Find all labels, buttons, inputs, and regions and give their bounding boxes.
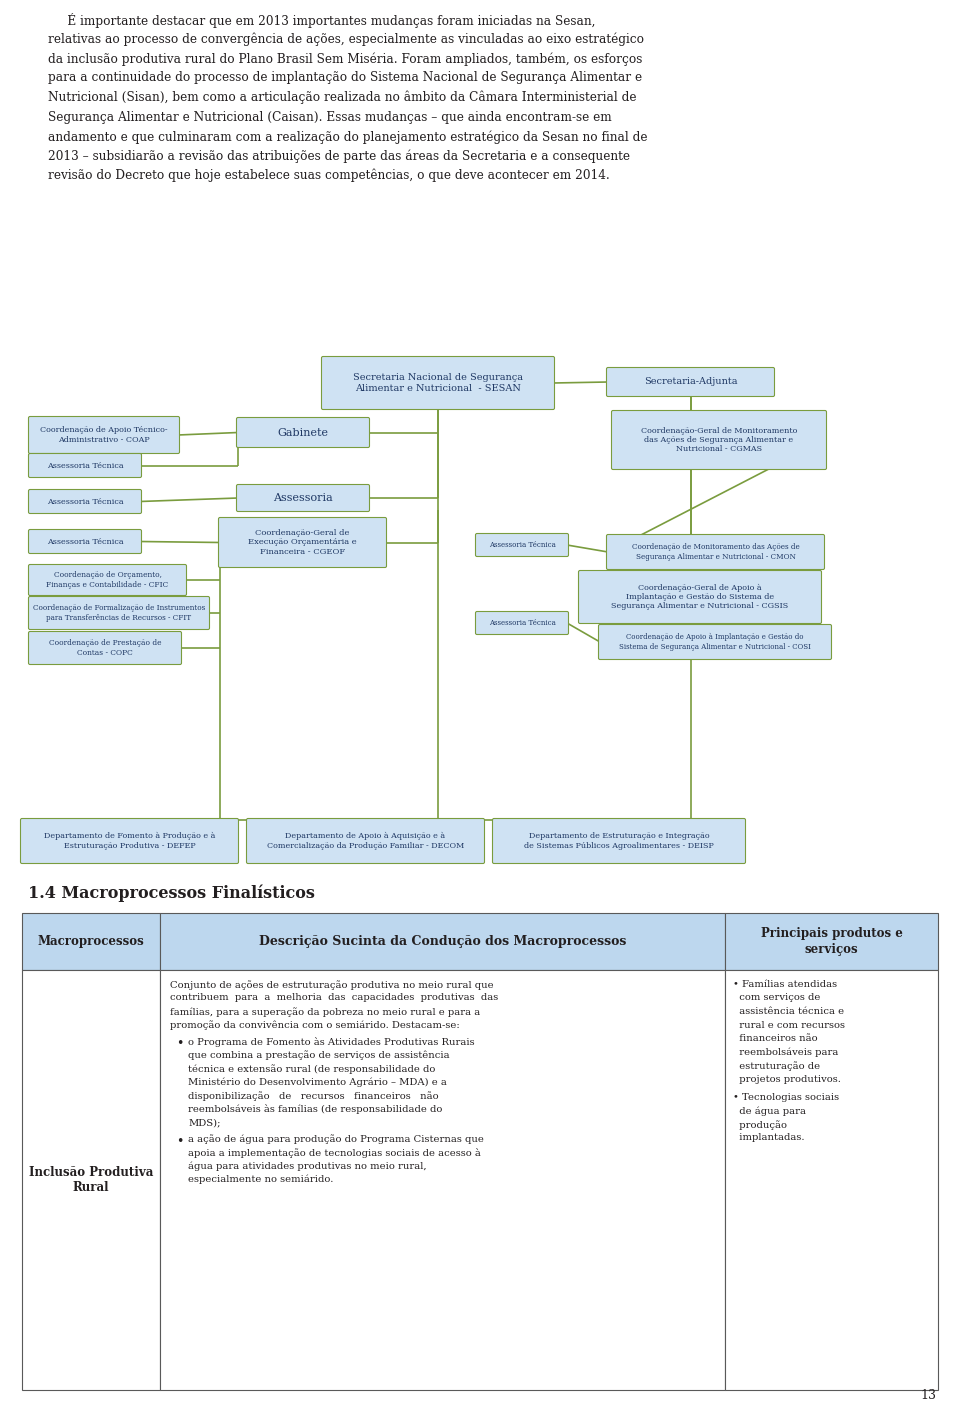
FancyBboxPatch shape (236, 485, 370, 512)
Text: 13: 13 (920, 1390, 936, 1402)
Text: Inclusão Produtiva
Rural: Inclusão Produtiva Rural (29, 1166, 154, 1194)
Text: Principais produtos e
serviços: Principais produtos e serviços (760, 927, 902, 956)
Text: reembolsáveis para: reembolsáveis para (733, 1048, 838, 1056)
Bar (160, 970, 725, 1390)
FancyBboxPatch shape (29, 454, 141, 478)
Text: Secretaria Nacional de Segurança
Alimentar e Nutricional  - SESAN: Secretaria Nacional de Segurança Aliment… (353, 373, 523, 393)
FancyBboxPatch shape (29, 529, 141, 553)
Text: implantadas.: implantadas. (733, 1133, 804, 1143)
Text: para a continuidade do processo de implantação do Sistema Nacional de Segurança : para a continuidade do processo de impla… (48, 71, 642, 85)
Text: da inclusão produtiva rural do Plano Brasil Sem Miséria. Foram ampliados, também: da inclusão produtiva rural do Plano Bra… (48, 52, 642, 65)
Text: Coordenação de Apoio Técnico-
Administrativo - COAP: Coordenação de Apoio Técnico- Administra… (40, 427, 168, 444)
Text: assistência técnica e: assistência técnica e (733, 1007, 844, 1017)
Text: Coordenação de Prestação de
Contas - COPC: Coordenação de Prestação de Contas - COP… (49, 640, 161, 657)
Bar (725, 913, 938, 970)
Text: Segurança Alimentar e Nutricional (Caisan). Essas mudanças – que ainda encontram: Segurança Alimentar e Nutricional (Caisa… (48, 111, 612, 123)
Text: que combina a prestação de serviços de assistência: que combina a prestação de serviços de a… (188, 1051, 449, 1061)
Text: Departamento de Estruturação e Integração
de Sistemas Públicos Agroalimentares -: Departamento de Estruturação e Integraçã… (524, 832, 714, 849)
Text: de água para: de água para (733, 1106, 806, 1116)
Text: 1.4 Macroprocessos Finalísticos: 1.4 Macroprocessos Finalísticos (28, 885, 315, 902)
FancyBboxPatch shape (219, 518, 387, 567)
Text: apoia a implementação de tecnologias sociais de acesso à: apoia a implementação de tecnologias soc… (188, 1149, 481, 1159)
FancyBboxPatch shape (598, 624, 831, 659)
Text: o Programa de Fomento às Atividades Produtivas Rurais: o Programa de Fomento às Atividades Prod… (188, 1037, 474, 1046)
Text: rural e com recursos: rural e com recursos (733, 1021, 845, 1029)
FancyBboxPatch shape (20, 818, 238, 864)
Text: estruturação de: estruturação de (733, 1061, 820, 1071)
Text: Coordenação de Apoio à Implantação e Gestão do
Sistema de Segurança Alimentar e : Coordenação de Apoio à Implantação e Ges… (619, 634, 811, 651)
Bar (725, 970, 938, 1390)
Text: Assessoria: Assessoria (274, 493, 333, 503)
Text: disponibilização   de   recursos   financeiros   não: disponibilização de recursos financeiros… (188, 1090, 439, 1100)
FancyBboxPatch shape (492, 818, 746, 864)
Text: Coordenação-Geral de Monitoramento
das Ações de Segurança Alimentar e
Nutriciona: Coordenação-Geral de Monitoramento das A… (641, 427, 797, 454)
Text: Coordenação de Orçamento,
Finanças e Contabilidade - CFIC: Coordenação de Orçamento, Finanças e Con… (46, 571, 169, 588)
Text: Secretaria-Adjunta: Secretaria-Adjunta (644, 377, 737, 387)
Text: técnica e extensão rural (de responsabilidade do: técnica e extensão rural (de responsabil… (188, 1064, 436, 1073)
Text: Assessoria Técnica: Assessoria Técnica (47, 498, 123, 505)
Text: revisão do Decreto que hoje estabelece suas competências, o que deve acontecer e: revisão do Decreto que hoje estabelece s… (48, 169, 610, 183)
Text: andamento e que culminaram com a realização do planejamento estratégico da Sesan: andamento e que culminaram com a realiza… (48, 130, 647, 143)
FancyBboxPatch shape (29, 564, 186, 596)
Text: Departamento de Apoio à Aquisição e à
Comercialização da Produção Familiar - DEC: Departamento de Apoio à Aquisição e à Co… (267, 832, 464, 849)
Text: Assessoria Técnica: Assessoria Técnica (47, 537, 123, 546)
Text: especialmente no semiárido.: especialmente no semiárido. (188, 1176, 333, 1184)
FancyBboxPatch shape (247, 818, 485, 864)
FancyBboxPatch shape (29, 417, 180, 454)
Text: com serviços de: com serviços de (733, 994, 821, 1003)
Text: •: • (176, 1134, 183, 1147)
Text: Gabinete: Gabinete (277, 427, 328, 438)
Text: famílias, para a superação da pobreza no meio rural e para a: famílias, para a superação da pobreza no… (170, 1007, 480, 1017)
Bar (22, 913, 160, 970)
Text: projetos produtivos.: projetos produtivos. (733, 1075, 841, 1083)
Text: Coordenação-Geral de Apoio à
Implantação e Gestão do Sistema de
Segurança Alimen: Coordenação-Geral de Apoio à Implantação… (612, 584, 788, 610)
FancyBboxPatch shape (29, 489, 141, 513)
Text: água para atividades produtivas no meio rural,: água para atividades produtivas no meio … (188, 1161, 426, 1171)
FancyBboxPatch shape (475, 611, 568, 634)
Text: É importante destacar que em 2013 importantes mudanças foram iniciadas na Sesan,: É importante destacar que em 2013 import… (48, 13, 595, 28)
Text: Departamento de Fomento à Produção e à
Estruturação Produtiva - DEFEP: Departamento de Fomento à Produção e à E… (44, 832, 215, 849)
Bar (22, 970, 160, 1390)
Text: • Tecnologias sociais: • Tecnologias sociais (733, 1093, 839, 1102)
Text: •: • (176, 1037, 183, 1049)
Text: contribuem  para  a  melhoria  das  capacidades  produtivas  das: contribuem para a melhoria das capacidad… (170, 994, 498, 1003)
Text: Coordenação de Monitoramento das Ações de
Segurança Alimentar e Nutricional - CM: Coordenação de Monitoramento das Ações d… (632, 543, 800, 560)
Text: MDS);: MDS); (188, 1117, 221, 1127)
Text: Coordenação-Geral de
Execução Orçamentária e
Financeira - CGEOF: Coordenação-Geral de Execução Orçamentár… (249, 529, 357, 556)
FancyBboxPatch shape (607, 367, 775, 397)
FancyBboxPatch shape (322, 356, 555, 410)
FancyBboxPatch shape (579, 570, 822, 624)
Text: Coordenação de Formalização de Instrumentos
para Transferências de Recursos - CF: Coordenação de Formalização de Instrumen… (33, 604, 205, 621)
Text: financeiros não: financeiros não (733, 1034, 818, 1044)
FancyBboxPatch shape (29, 631, 181, 665)
Text: Assessoria Técnica: Assessoria Técnica (47, 461, 123, 469)
Text: a ação de água para produção do Programa Cisternas que: a ação de água para produção do Programa… (188, 1134, 484, 1144)
Text: promoção da convivência com o semiárido. Destacam-se:: promoção da convivência com o semiárido.… (170, 1021, 460, 1031)
FancyBboxPatch shape (475, 533, 568, 556)
Text: Conjunto de ações de estruturação produtiva no meio rural que: Conjunto de ações de estruturação produt… (170, 980, 493, 990)
Text: Assessoria Técnica: Assessoria Técnica (489, 620, 556, 627)
Text: 2013 – subsidiarão a revisão das atribuições de parte das áreas da Secretaria e : 2013 – subsidiarão a revisão das atribui… (48, 149, 630, 163)
FancyBboxPatch shape (612, 410, 827, 469)
Text: Ministério do Desenvolvimento Agrário – MDA) e a: Ministério do Desenvolvimento Agrário – … (188, 1078, 446, 1088)
Text: reembolsáveis às famílias (de responsabilidade do: reembolsáveis às famílias (de responsabi… (188, 1105, 443, 1115)
Text: Nutricional (Sisan), bem como a articulação realizada no âmbito da Câmara Interm: Nutricional (Sisan), bem como a articula… (48, 91, 636, 105)
Bar (160, 913, 725, 970)
Text: produção: produção (733, 1120, 787, 1130)
FancyBboxPatch shape (236, 417, 370, 448)
Text: Assessoria Técnica: Assessoria Técnica (489, 542, 556, 549)
Text: Descrição Sucinta da Condução dos Macroprocessos: Descrição Sucinta da Condução dos Macrop… (259, 934, 626, 949)
FancyBboxPatch shape (607, 535, 825, 570)
Text: relativas ao processo de convergência de ações, especialmente as vinculadas ao e: relativas ao processo de convergência de… (48, 33, 644, 45)
Text: Macroprocessos: Macroprocessos (37, 934, 144, 949)
Text: • Famílias atendidas: • Famílias atendidas (733, 980, 837, 988)
FancyBboxPatch shape (29, 597, 209, 630)
